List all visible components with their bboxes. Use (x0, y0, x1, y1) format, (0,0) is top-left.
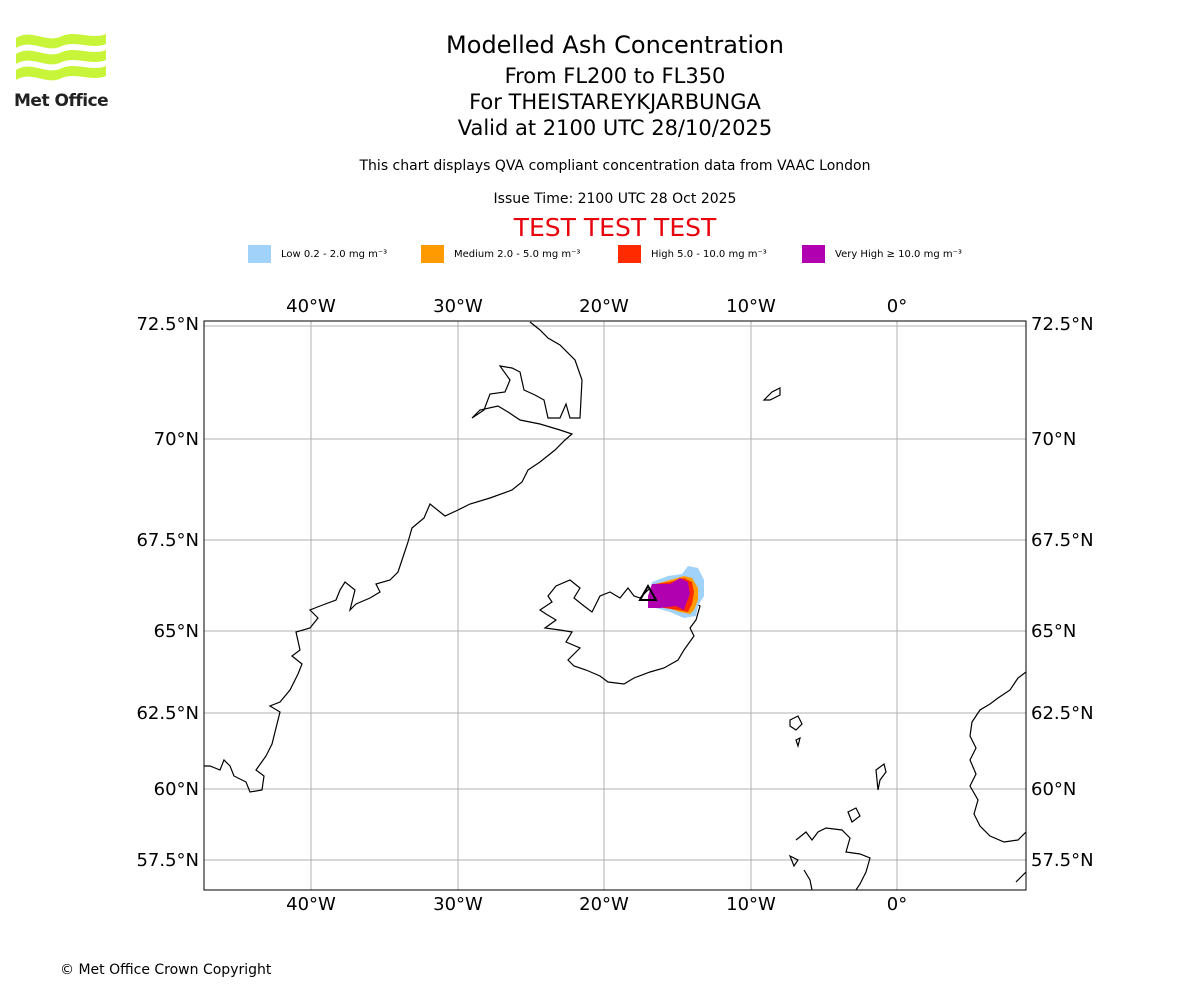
lon-label: 40°W (286, 894, 336, 915)
map-frame (203, 320, 1027, 891)
copyright-footer: © Met Office Crown Copyright (60, 962, 272, 978)
scotland-coast (788, 827, 871, 891)
legend: Low 0.2 - 2.0 mg m⁻³ Medium 2.0 - 5.0 mg… (0, 244, 1200, 264)
lon-label: 0° (887, 296, 907, 317)
issue-time: Issue Time: 2100 UTC 28 Oct 2025 (493, 191, 737, 207)
legend-item-very-high: Very High ≥ 10.0 mg m⁻³ (802, 244, 962, 264)
lon-label: 40°W (286, 296, 336, 317)
lon-labels-bottom: 40°W 30°W 20°W 10°W 0° (286, 894, 907, 915)
lon-label: 10°W (726, 296, 776, 317)
legend-swatch-high (618, 245, 641, 263)
lat-label: 67.5°N (136, 530, 199, 551)
logo-wordmark: Met Office (14, 91, 109, 111)
legend-item-medium: Medium 2.0 - 5.0 mg m⁻³ (421, 244, 580, 264)
legend-item-low: Low 0.2 - 2.0 mg m⁻³ (248, 244, 387, 264)
legend-swatch-low (248, 245, 271, 263)
jan-mayen-coast (762, 387, 781, 401)
legend-swatch-medium (421, 245, 444, 263)
flight-levels: From FL200 to FL350 (504, 64, 726, 88)
subtitle: This chart displays QVA compliant concen… (359, 158, 871, 174)
lat-label: 70°N (154, 429, 199, 450)
lat-label: 72.5°N (136, 314, 199, 335)
orkney-coast (847, 807, 861, 823)
shetland-coast (875, 762, 887, 791)
lat-label: 70°N (1031, 429, 1076, 450)
lat-label: 60°N (154, 779, 199, 800)
lat-label: 60°N (1031, 779, 1076, 800)
legend-label-low: Low 0.2 - 2.0 mg m⁻³ (281, 248, 388, 260)
lon-label: 10°W (726, 894, 776, 915)
greenland-coast (204, 321, 583, 793)
volcano-name: For THEISTAREYKJARBUNGA (469, 90, 761, 114)
lat-label: 57.5°N (1031, 850, 1094, 871)
lat-label: 62.5°N (1031, 703, 1094, 724)
lat-label: 67.5°N (1031, 530, 1094, 551)
lon-label: 0° (887, 894, 907, 915)
lat-label: 65°N (154, 621, 199, 642)
legend-label-high: High 5.0 - 10.0 mg m⁻³ (651, 248, 767, 260)
lat-label: 65°N (1031, 621, 1076, 642)
lon-label: 20°W (579, 894, 629, 915)
graticule (204, 321, 1026, 890)
lon-label: 20°W (579, 296, 629, 317)
lat-labels-left: 72.5°N 70°N 67.5°N 65°N 62.5°N 60°N 57.5… (136, 314, 199, 871)
legend-item-high: High 5.0 - 10.0 mg m⁻³ (618, 244, 767, 264)
legend-label-medium: Medium 2.0 - 5.0 mg m⁻³ (454, 248, 581, 260)
lat-label: 62.5°N (136, 703, 199, 724)
lon-labels-top: 40°W 30°W 20°W 10°W 0° (286, 296, 907, 317)
valid-time: Valid at 2100 UTC 28/10/2025 (457, 116, 773, 140)
norway-coast (969, 671, 1027, 843)
ash-plume (648, 566, 704, 618)
test-banner: TEST TEST TEST (513, 213, 717, 242)
coastlines (204, 321, 1027, 891)
lat-label: 57.5°N (136, 850, 199, 871)
volcano-marker (638, 583, 658, 601)
lon-label: 30°W (433, 894, 483, 915)
lat-labels-right: 72.5°N 70°N 67.5°N 65°N 62.5°N 60°N 57.5… (1031, 314, 1094, 871)
legend-swatch-very-high (802, 245, 825, 263)
ash-very-high (648, 578, 690, 610)
lon-label: 30°W (433, 296, 483, 317)
faroe-coast (789, 715, 803, 749)
chart-title: Modelled Ash Concentration (446, 31, 784, 59)
legend-label-very-high: Very High ≥ 10.0 mg m⁻³ (835, 248, 962, 260)
skagerrak-coast (1015, 871, 1027, 883)
met-office-logo (16, 34, 106, 81)
lat-label: 72.5°N (1031, 314, 1094, 335)
